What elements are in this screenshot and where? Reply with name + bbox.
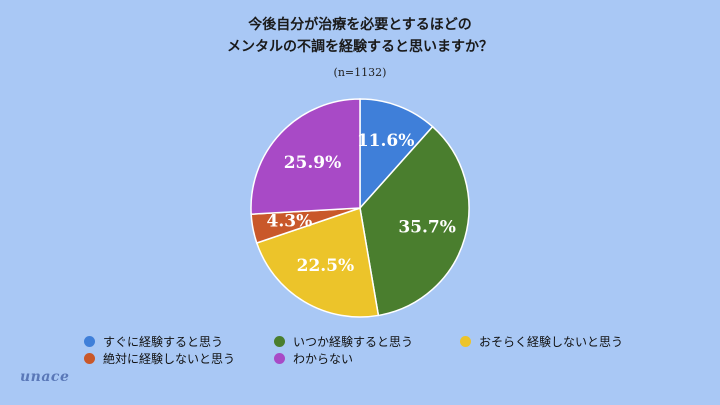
legend-item-2: いつか経験すると思う [274, 333, 460, 350]
legend-label-5: わからない [293, 352, 354, 366]
pie-slice-1 [359, 98, 434, 210]
legend-swatch-3 [460, 336, 471, 347]
slice-label-4: 4.3% [267, 212, 313, 232]
brand-logo: unace [20, 369, 70, 385]
legend-row-1: すぐに経験すると思う いつか経験すると思う おそらく経験しないと思う [84, 333, 704, 350]
legend-label-1: すぐに経験すると思う [103, 335, 224, 349]
legend-row-2: 絶対に経験しないと思う わからない [84, 350, 704, 367]
legend-item-5: わからない [274, 350, 353, 367]
legend-item-4: 絶対に経験しないと思う [84, 350, 274, 367]
legend-swatch-2 [274, 336, 285, 347]
slice-label-1: 11.6% [357, 131, 415, 151]
legend: すぐに経験すると思う いつか経験すると思う おそらく経験しないと思う 絶対に経験… [84, 333, 704, 367]
legend-swatch-1 [84, 336, 95, 347]
legend-label-2: いつか経験すると思う [293, 335, 414, 349]
legend-item-3: おそらく経験しないと思う [460, 333, 623, 350]
pie-slice-5 [250, 98, 361, 215]
chart-title-line-2: メンタルの不調を経験すると思いますか？ [227, 39, 493, 55]
legend-label-3: おそらく経験しないと思う [479, 335, 624, 349]
legend-label-4: 絶対に経験しないと思う [103, 352, 236, 366]
legend-swatch-5 [274, 353, 285, 364]
pie-slice-2 [359, 125, 470, 317]
pie-slice-3 [255, 207, 380, 318]
slice-label-5: 25.9% [284, 153, 342, 173]
legend-swatch-4 [84, 353, 95, 364]
slice-label-3: 22.5% [297, 256, 355, 276]
chart-title-line-1: 今後自分が治療を必要とするほどの [248, 17, 472, 33]
chart-title: 今後自分が治療を必要とするほどの メンタルの不調を経験すると思いますか？ [0, 14, 720, 58]
sample-size-label: (n=1132) [333, 66, 387, 79]
slice-label-2: 35.7% [398, 217, 456, 237]
legend-item-1: すぐに経験すると思う [84, 333, 274, 350]
